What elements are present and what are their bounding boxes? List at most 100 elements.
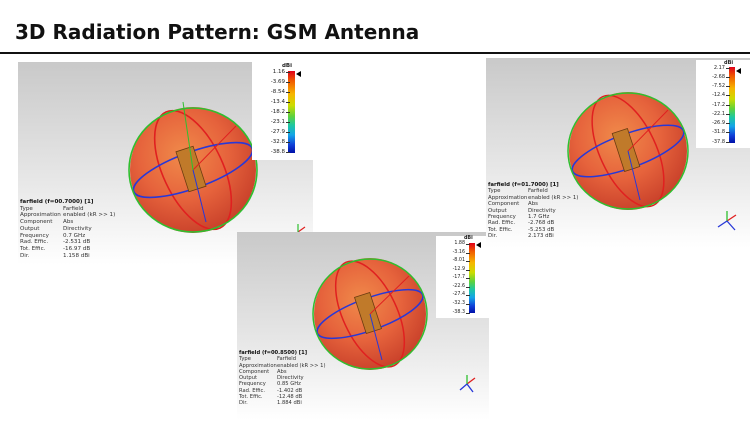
farfield-panel-3: dBi 2.17 -2.68 -7.52 -12.4 -17.2 -22.1 -… (486, 58, 750, 248)
colorbar-tick: -26.9 (712, 120, 730, 126)
info-value: Abs (277, 368, 287, 375)
info-row: Frequency 0.85 GHz (239, 381, 359, 387)
info-key: Output (20, 225, 40, 232)
info-value: enabled (kR >> 1) (63, 212, 116, 219)
info-key: Type (239, 356, 251, 363)
title-divider (0, 52, 750, 54)
colorbar-tick: -37.8 (712, 139, 730, 145)
info-row: Approximation enabled (kR >> 1) (488, 195, 608, 201)
info-value: -2.531 dB (63, 239, 91, 246)
info-key: Approximation (239, 362, 277, 369)
colorbar-tick: -13.4 (270, 99, 291, 105)
slide-title: 3D Radiation Pattern: GSM Antenna (15, 20, 420, 44)
colorbar-tick: -8.01 (452, 258, 471, 263)
colorbar-tick: -17.2 (712, 102, 730, 108)
colorbar-gradient (288, 71, 295, 153)
colorbar-tick: -23.1 (270, 119, 291, 125)
info-value: Abs (528, 201, 538, 208)
info-key: Output (239, 375, 258, 382)
info-key: Dir. (20, 252, 30, 259)
colorbar-unit: dBi (464, 236, 473, 241)
info-row: Output Directivity (239, 375, 359, 381)
colorbar-tick: -38.3 (452, 310, 471, 315)
colorbar-unit: dBi (724, 60, 734, 66)
info-key: Tot. Effic. (488, 226, 513, 233)
info-key: Component (20, 219, 53, 226)
colorbar-3: dBi 2.17 -2.68 -7.52 -12.4 -17.2 -22.1 -… (696, 60, 750, 148)
colorbar-tick: 1.16 (272, 69, 291, 75)
info-value: 0.7 GHz (63, 232, 86, 239)
info-value: 2.173 dBi (528, 233, 554, 240)
farfield-info-3: farfield (f=01.7000) [1] Type Farfield Ap… (488, 182, 608, 240)
info-row: Component Abs (488, 201, 608, 207)
info-key: Output (488, 207, 507, 214)
info-key: Rad. Effic. (20, 239, 49, 246)
colorbar-gradient (729, 67, 735, 143)
info-value: 1.158 dBi (63, 252, 90, 259)
colorbar-tick: -8.54 (270, 89, 291, 95)
info-row: Type Farfield (20, 206, 145, 213)
axis-triad-icon (459, 375, 476, 393)
info-key: Component (488, 201, 520, 208)
colorbar-tick: -17.7 (452, 275, 471, 280)
info-value: -2.768 dB (528, 220, 555, 227)
colorbar-tick: -27.4 (452, 292, 471, 297)
info-row: Component Abs (20, 219, 145, 226)
info-value: Farfield (277, 356, 297, 363)
info-key: Dir. (239, 400, 248, 407)
info-row: Frequency 0.7 GHz (20, 233, 145, 240)
colorbar-tick: -12.4 (712, 92, 730, 98)
info-value: 1.884 dBi (277, 400, 302, 407)
info-row: Rad. Effic. -2.768 dB (488, 220, 608, 226)
colorbar-max-marker (736, 68, 741, 74)
colorbar-tick: -31.8 (712, 129, 730, 135)
colorbar-1: dBi 1.16 -3.69 -8.54 -13.4 -18.2 -23.1 -… (252, 62, 313, 160)
info-row: Frequency 1.7 GHz (488, 214, 608, 220)
info-key: Component (239, 368, 270, 375)
info-row: Type Farfield (488, 188, 608, 194)
colorbar-tick: -32.8 (270, 139, 291, 145)
colorbar-unit: dBi (282, 63, 293, 69)
info-row: Dir. 1.884 dBi (239, 400, 359, 406)
radiation-sphere-2 (312, 258, 428, 370)
info-row: Output Directivity (20, 226, 145, 233)
info-row: Approximation enabled (kR >> 1) (239, 363, 359, 369)
info-value: enabled (kR >> 1) (528, 194, 579, 201)
info-key: Frequency (20, 232, 49, 239)
info-title: farfield (f=00.8500) [1] (239, 350, 308, 356)
farfield-info-2: farfield (f=00.8500) [1] Type Farfield Ap… (239, 350, 359, 407)
info-value: -5.253 dB (528, 226, 555, 233)
info-key: Rad. Effic. (239, 387, 266, 394)
info-value: Abs (63, 219, 74, 226)
colorbar-tick: 1.88 (454, 241, 470, 246)
colorbar-tick: 2.17 (713, 65, 731, 71)
info-key: Frequency (239, 381, 266, 388)
info-key: Rad. Effic. (488, 220, 516, 227)
colorbar-gradient (469, 243, 475, 313)
colorbar-max-marker (296, 71, 301, 77)
colorbar-tick: -3.69 (270, 79, 291, 85)
info-value: enabled (kR >> 1) (277, 362, 326, 369)
info-key: Tot. Effic. (20, 245, 46, 252)
colorbar-tick: -27.9 (270, 129, 291, 135)
info-value: Directivity (528, 207, 556, 214)
info-value: 0.85 GHz (277, 381, 301, 388)
info-row: Tot. Effic. -12.48 dB (239, 394, 359, 400)
colorbar-tick: -2.68 (712, 74, 730, 80)
info-row: Type Farfield (239, 356, 359, 362)
info-key: Type (20, 205, 33, 212)
colorbar-tick: -7.52 (712, 83, 730, 89)
info-key: Approximation (20, 212, 61, 219)
farfield-panel-2: dBi 1.88 -3.16 -8.01 -12.9 -17.7 -22.6 -… (237, 232, 489, 420)
colorbar-tick: -22.6 (452, 284, 471, 289)
info-row: Rad. Effic. -2.531 dB (20, 239, 145, 246)
info-value: Directivity (63, 225, 92, 232)
axis-triad-icon (717, 211, 737, 231)
info-key: Dir. (488, 233, 498, 240)
info-title: farfield (f=01.7000) [1] (488, 182, 559, 188)
info-key: Type (488, 188, 501, 195)
info-value: 1.7 GHz (528, 214, 550, 221)
info-key: Frequency (488, 214, 516, 221)
radiation-sphere-1 (128, 101, 258, 233)
info-value: -12.48 dB (277, 394, 303, 401)
